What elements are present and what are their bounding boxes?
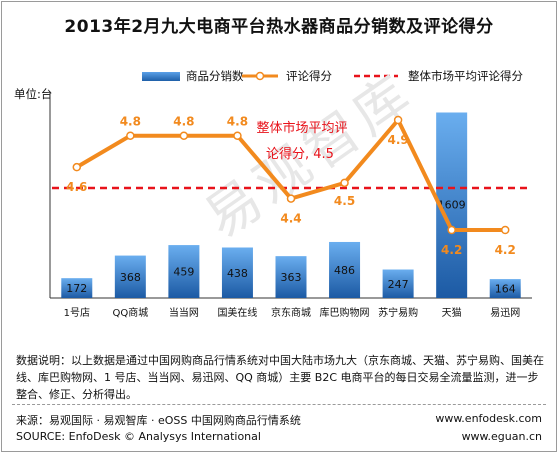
- source-cn: 来源：易观国际 · 易观智库 · eOSS 中国网购商品行情系统: [16, 414, 301, 427]
- score-point: [500, 225, 510, 235]
- bar-value-label: 459: [173, 266, 194, 279]
- score-value-label: 4.9: [387, 133, 408, 147]
- score-point: [72, 162, 82, 172]
- bar: [114, 255, 146, 298]
- bar-value-label: 486: [334, 264, 355, 277]
- bar: [489, 279, 521, 298]
- bar: [329, 241, 361, 298]
- legend-item-line: 评论得分: [240, 68, 332, 84]
- x-tick-label: QQ商城: [112, 306, 148, 319]
- legend-bar-swatch: [142, 71, 180, 81]
- score-point: [233, 131, 242, 140]
- legend-item-bar: 商品分销数: [142, 68, 244, 84]
- score-point: [179, 131, 189, 140]
- bar-value-label: 164: [495, 283, 516, 296]
- score-value-label: 4.8: [173, 115, 194, 129]
- score-value-label: 4.2: [495, 243, 516, 257]
- score-point: [126, 131, 135, 140]
- footer-divider: [12, 404, 546, 405]
- chart-plot: 172 1号店 368 QQ商城 459 当当网 438 国美在线 363 京东商城 486 库巴购物…: [49, 92, 532, 319]
- bar-value-label: 368: [120, 271, 141, 284]
- chart-title: 2013年2月九大电商平台热水器商品分销数及评论得分: [64, 17, 494, 37]
- score-value-label: 4.6: [66, 180, 87, 194]
- bar-value-label: 1609: [438, 198, 466, 211]
- bar: [168, 245, 200, 298]
- average-annotation-line2: 论得分, 4.5: [266, 146, 334, 162]
- x-tick-label: 库巴购物网: [320, 306, 370, 319]
- x-tick-label: 京东商城: [271, 306, 311, 319]
- x-tick-label: 1号店: [64, 306, 90, 319]
- average-annotation-line1: 整体市场平均评: [256, 120, 347, 136]
- score-point: [340, 178, 349, 188]
- legend-avg-label: 整体市场平均评论得分: [408, 69, 523, 83]
- x-tick-label: 易迅网: [490, 307, 520, 319]
- x-tick-label: 国美在线: [217, 306, 257, 319]
- legend-line-label: 评论得分: [286, 69, 332, 83]
- legend-avg-swatch: [354, 74, 398, 78]
- source-en: SOURCE: EnfoDesk © Analysys Internationa…: [16, 430, 261, 443]
- legend-line-swatch: [242, 71, 278, 81]
- legend-bar-label: 商品分销数: [186, 69, 244, 83]
- bar-value-label: 363: [281, 271, 302, 284]
- score-point: [393, 115, 403, 125]
- score-value-label: 4.8: [227, 115, 248, 129]
- score-point: [286, 194, 296, 203]
- bar: [382, 269, 414, 298]
- score-value-label: 4.4: [280, 212, 301, 226]
- score-point: [447, 225, 456, 235]
- y-axis-unit-label: 单位:台: [14, 87, 53, 101]
- x-tick-label: 当当网: [169, 306, 199, 319]
- source-site-enfodesk: www.enfodesk.com: [435, 412, 542, 425]
- bar: [275, 256, 307, 298]
- source-site-eguan: www.eguan.cn: [461, 430, 542, 443]
- bar-value-label: 172: [66, 282, 87, 295]
- score-value-label: 4.2: [441, 243, 462, 257]
- x-tick-label: 苏宁易购: [378, 306, 418, 319]
- x-tick-label: 天猫: [442, 306, 462, 319]
- score-value-label: 4.8: [120, 115, 141, 129]
- bar: [61, 278, 93, 298]
- bar: [221, 247, 253, 298]
- data-note: 数据说明：以上数据是通过中国网购商品行情系统对中国大陆市场九大（京东商城、天猫、…: [16, 354, 544, 401]
- bar-value-label: 247: [388, 278, 409, 291]
- score-value-label: 4.5: [334, 194, 355, 208]
- legend-item-avg: 整体市场平均评论得分: [352, 68, 523, 84]
- bar-value-label: 438: [227, 267, 248, 280]
